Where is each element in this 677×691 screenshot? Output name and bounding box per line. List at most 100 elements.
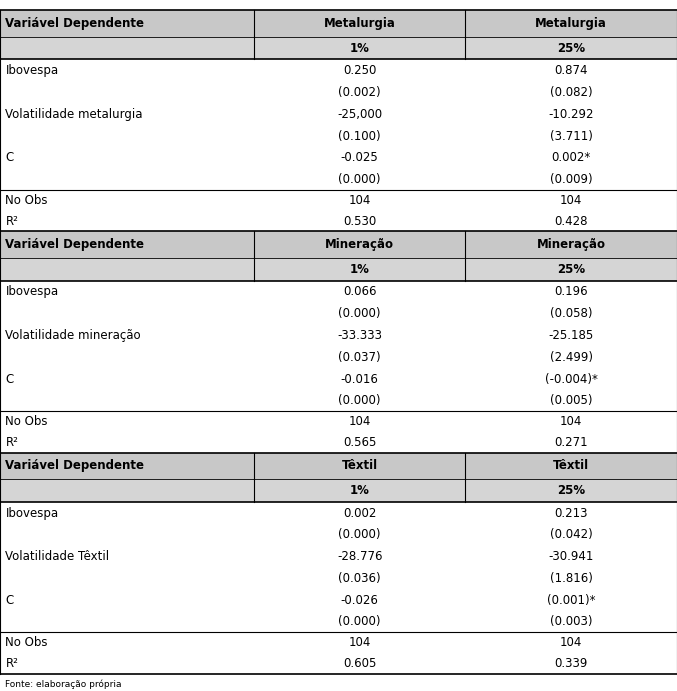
Text: Têxtil: Têxtil — [342, 460, 378, 472]
Bar — [466, 568, 677, 589]
Text: 0.002*: 0.002* — [552, 151, 591, 164]
Bar — [254, 146, 466, 169]
Text: (2.499): (2.499) — [550, 351, 593, 363]
Bar — [466, 347, 677, 368]
Bar — [0, 59, 254, 82]
Bar — [0, 347, 254, 368]
Text: (-0.004)*: (-0.004)* — [545, 372, 598, 386]
Text: (0.036): (0.036) — [338, 572, 381, 585]
Bar — [0, 281, 254, 303]
Bar — [466, 632, 677, 653]
Bar — [0, 37, 254, 59]
Bar — [0, 568, 254, 589]
Text: 25%: 25% — [557, 41, 586, 55]
Bar — [466, 653, 677, 674]
Bar — [466, 82, 677, 103]
Text: (1.816): (1.816) — [550, 572, 592, 585]
Bar — [0, 411, 254, 432]
Text: (0.082): (0.082) — [550, 86, 592, 99]
Text: Metalurgia: Metalurgia — [536, 17, 607, 30]
Text: -25,000: -25,000 — [337, 108, 383, 121]
Bar — [254, 281, 466, 303]
Bar — [0, 258, 254, 281]
Bar — [466, 368, 677, 390]
Text: 0.196: 0.196 — [554, 285, 588, 299]
Bar — [0, 632, 254, 653]
Bar — [466, 169, 677, 190]
Bar — [0, 126, 254, 146]
Text: 0.605: 0.605 — [343, 657, 376, 670]
Text: -0.025: -0.025 — [341, 151, 378, 164]
Text: 0.250: 0.250 — [343, 64, 376, 77]
Bar — [0, 82, 254, 103]
Text: Volatilidade metalurgia: Volatilidade metalurgia — [5, 108, 143, 121]
Bar — [254, 502, 466, 524]
Bar — [254, 82, 466, 103]
Bar — [466, 324, 677, 347]
Bar — [254, 169, 466, 190]
Bar — [0, 612, 254, 632]
Bar — [254, 10, 466, 37]
Text: (0.058): (0.058) — [550, 307, 592, 320]
Bar — [466, 453, 677, 479]
Bar — [0, 479, 254, 502]
Bar — [0, 453, 254, 479]
Bar — [0, 368, 254, 390]
Text: (0.037): (0.037) — [338, 351, 381, 363]
Bar — [0, 146, 254, 169]
Text: C: C — [5, 594, 14, 607]
Bar — [254, 612, 466, 632]
Bar — [0, 169, 254, 190]
Text: (0.042): (0.042) — [550, 529, 592, 541]
Bar — [254, 258, 466, 281]
Bar — [466, 59, 677, 82]
Text: (0.001)*: (0.001)* — [547, 594, 596, 607]
Bar — [466, 432, 677, 453]
Bar — [254, 453, 466, 479]
Bar — [254, 545, 466, 568]
Text: 104: 104 — [349, 194, 371, 207]
Text: C: C — [5, 151, 14, 164]
Bar — [466, 10, 677, 37]
Text: No Obs: No Obs — [5, 194, 48, 207]
Text: 0.428: 0.428 — [554, 215, 588, 227]
Bar — [466, 37, 677, 59]
Text: -0.016: -0.016 — [341, 372, 378, 386]
Bar — [254, 190, 466, 211]
Bar — [466, 231, 677, 258]
Text: Têxtil: Têxtil — [553, 460, 589, 472]
Text: -33.333: -33.333 — [337, 329, 382, 342]
Bar — [466, 524, 677, 545]
Text: 0.066: 0.066 — [343, 285, 376, 299]
Text: 104: 104 — [349, 415, 371, 428]
Bar — [254, 479, 466, 502]
Bar — [466, 258, 677, 281]
Bar — [0, 190, 254, 211]
Text: Mineração: Mineração — [325, 238, 394, 251]
Bar — [466, 589, 677, 612]
Text: (0.000): (0.000) — [338, 616, 381, 628]
Text: (0.000): (0.000) — [338, 529, 381, 541]
Bar — [254, 368, 466, 390]
Text: 104: 104 — [349, 636, 371, 649]
Text: 104: 104 — [560, 415, 582, 428]
Text: 0.002: 0.002 — [343, 507, 376, 520]
Text: R²: R² — [5, 436, 18, 448]
Text: 1%: 1% — [350, 263, 370, 276]
Bar — [466, 303, 677, 324]
Text: Volatilidade mineração: Volatilidade mineração — [5, 329, 141, 342]
Bar — [0, 211, 254, 231]
Text: Mineração: Mineração — [537, 238, 606, 251]
Bar — [466, 211, 677, 231]
Bar — [254, 324, 466, 347]
Bar — [466, 479, 677, 502]
Text: Variável Dependente: Variável Dependente — [5, 17, 144, 30]
Text: 0.271: 0.271 — [554, 436, 588, 448]
Bar — [254, 303, 466, 324]
Bar — [0, 324, 254, 347]
Text: Fonte: elaboração própria: Fonte: elaboração própria — [5, 679, 122, 689]
Bar — [254, 411, 466, 432]
Bar — [0, 589, 254, 612]
Bar — [254, 568, 466, 589]
Text: 0.530: 0.530 — [343, 215, 376, 227]
